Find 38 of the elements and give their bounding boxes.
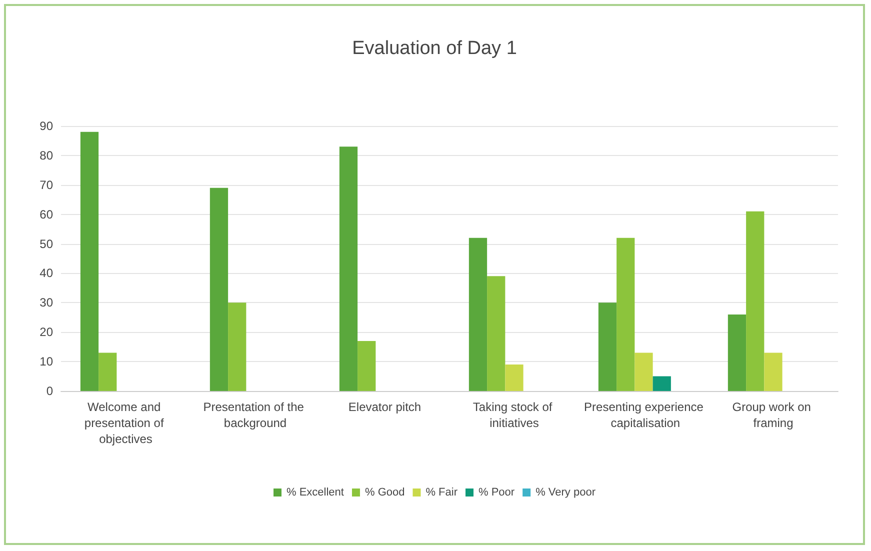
bar <box>746 211 764 391</box>
bar <box>598 302 617 391</box>
x-tick-label: Taking stock of initiatives <box>472 400 556 430</box>
legend-label: % Fair <box>426 486 458 498</box>
bar <box>339 146 358 391</box>
bar <box>358 340 376 391</box>
y-tick-label: 0 <box>46 384 54 398</box>
y-tick-label: 90 <box>40 119 54 133</box>
legend-label: % Good <box>364 486 405 498</box>
x-tick-label: Group work on framing <box>732 400 814 430</box>
y-tick-label: 60 <box>40 207 54 222</box>
bar <box>228 302 246 391</box>
bar <box>505 364 524 391</box>
x-tick-label: Elevator pitch <box>348 400 422 414</box>
bar <box>652 376 671 391</box>
legend-label: % Poor <box>478 486 515 498</box>
bar <box>764 352 782 391</box>
bar <box>728 314 746 391</box>
y-tick-label: 70 <box>40 178 54 192</box>
bar <box>210 188 228 391</box>
x-tick-label: Welcome and presentation of objectives <box>84 400 168 446</box>
chart-title: Evaluation of Day 1 <box>352 38 517 59</box>
y-tick-label: 40 <box>40 266 54 280</box>
legend-label: % Excellent <box>286 486 344 498</box>
bar <box>98 352 117 391</box>
y-tick-label: 30 <box>40 296 54 310</box>
y-tick-label: 50 <box>40 236 54 251</box>
x-tick-label: Presentation of the background <box>203 400 308 430</box>
bar <box>468 238 488 391</box>
bar <box>616 238 635 391</box>
bar <box>487 276 506 391</box>
bar <box>80 132 99 391</box>
y-tick-label: 80 <box>40 148 54 162</box>
y-tick-label: 10 <box>40 354 54 369</box>
x-tick-label: Presenting experience capitalisation <box>584 400 704 430</box>
bar <box>634 352 653 391</box>
y-tick-label: 20 <box>40 325 54 340</box>
legend-label: % Very poor <box>536 486 596 498</box>
